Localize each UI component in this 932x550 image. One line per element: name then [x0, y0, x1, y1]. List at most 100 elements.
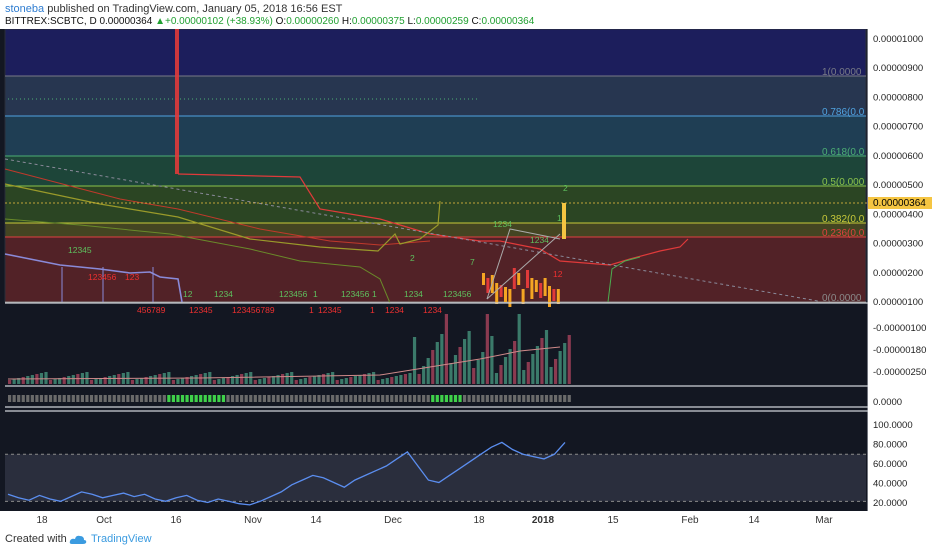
volume-bar [508, 349, 512, 384]
author-link[interactable]: stoneba [5, 3, 45, 15]
momentum-bar [403, 395, 408, 402]
time-tick-label: Nov [244, 515, 262, 526]
fib-label: 0.382(0.0 [822, 214, 865, 225]
momentum-bar [58, 395, 62, 402]
volume-bar [53, 379, 57, 384]
axis-label: 0.00000200 [873, 268, 923, 279]
momentum-bar [494, 395, 499, 402]
volume-bar [130, 380, 135, 384]
candle [556, 289, 560, 304]
time-axis[interactable]: 18 Oct 16 Nov 14 Dec 18 2018 15 Feb 14 Mar [0, 511, 932, 526]
momentum-bar [513, 395, 517, 402]
volume-bar [517, 314, 521, 384]
axis-label: 0.00000600 [873, 151, 923, 162]
momentum-bar [303, 395, 307, 402]
momentum-bar [453, 395, 458, 402]
candle [539, 283, 543, 298]
symbol-label[interactable]: BITTREX:SCBTC, D [5, 16, 97, 27]
volume-bar [194, 375, 198, 384]
momentum-bar [558, 395, 562, 402]
red-line-2 [4, 168, 431, 246]
volume-bar [526, 362, 530, 384]
momentum-bar [21, 395, 25, 402]
momentum-bar [390, 395, 394, 402]
momentum-bar [535, 395, 539, 402]
momentum-bar [258, 395, 262, 402]
momentum-bar [76, 395, 80, 402]
momentum-bar [244, 395, 248, 402]
momentum-bar [444, 395, 448, 402]
momentum-bar [221, 395, 226, 402]
volume-bar [467, 331, 471, 384]
candle [548, 286, 551, 307]
volume-bar [490, 336, 494, 384]
momentum-bar [435, 395, 439, 402]
chart-canvas[interactable]: 1(0.0000 0.786(0.0 0.618(0.0 0.5(0.000 0.382… [0, 29, 932, 526]
momentum-bar [362, 395, 367, 402]
volume-bar [89, 380, 94, 384]
volume-bar [476, 360, 480, 384]
momentum-bar [108, 395, 112, 402]
red-counter: 456789 [137, 305, 166, 315]
fib-lines: 1(0.0000 0.786(0.0 0.618(0.0 0.5(0.000 0.382… [5, 67, 866, 304]
momentum-bar [267, 395, 271, 402]
momentum-bar [522, 395, 526, 402]
price-drawings [4, 29, 868, 307]
momentum-bar [253, 395, 257, 402]
close-value: 0.00000364 [481, 16, 535, 27]
momentum-bar [317, 395, 321, 402]
volume-bar [317, 375, 321, 384]
volume-bar [535, 346, 539, 384]
momentum-bar [117, 395, 121, 402]
olive-line [4, 183, 441, 252]
candle [508, 289, 512, 307]
volume-bar [426, 358, 430, 384]
volume-bar [362, 374, 367, 384]
momentum-bar [376, 395, 380, 402]
volume-bar [112, 375, 116, 384]
high-label: H: [341, 16, 352, 27]
fib-label: 0.236(0.0 [822, 228, 865, 239]
price-axis[interactable]: 0.00001000 0.00000900 0.00000800 0.00000700… [868, 34, 932, 509]
momentum-bar [490, 395, 494, 402]
momentum-bars [8, 395, 571, 402]
volume-bar [449, 363, 453, 384]
momentum-bar [262, 395, 266, 402]
publish-line: stoneba published on TradingView.com, Ja… [5, 3, 342, 15]
red-counter: 1 [309, 305, 314, 315]
momentum-bar [240, 395, 244, 402]
volume-bar [144, 377, 148, 384]
price-tag [868, 197, 932, 209]
volume-bar [62, 377, 66, 384]
volume-bar [554, 359, 558, 384]
green-counter: 12345 [68, 245, 92, 255]
volume-bar [403, 374, 408, 384]
volume-bar [26, 376, 30, 384]
volume-bar [344, 378, 348, 384]
volume-bar [276, 375, 280, 384]
volume-bar [8, 380, 12, 384]
fib-zone [5, 76, 866, 116]
time-tick-label: 2018 [532, 515, 555, 526]
footer: Created with TradingView [0, 526, 932, 550]
tradingview-link[interactable]: TradingView [91, 533, 152, 545]
momentum-bar [399, 395, 403, 402]
volume-bar [71, 375, 75, 384]
volume-bar [394, 376, 398, 384]
red-counter: 1 [370, 305, 375, 315]
momentum-bar [321, 395, 326, 402]
volume-bar [312, 376, 317, 384]
momentum-bar [208, 395, 212, 402]
open-label: O: [275, 16, 287, 27]
momentum-bar [349, 395, 353, 402]
momentum-bar [531, 395, 535, 402]
time-tick-label: 14 [310, 515, 322, 526]
volume-bar [549, 367, 553, 384]
momentum-bar [144, 395, 148, 402]
candle [486, 278, 490, 293]
momentum-bar [158, 395, 162, 402]
green-counter: 1234 [214, 289, 233, 299]
momentum-bar [190, 395, 194, 402]
momentum-bar [467, 395, 471, 402]
volume-bar [531, 354, 535, 384]
